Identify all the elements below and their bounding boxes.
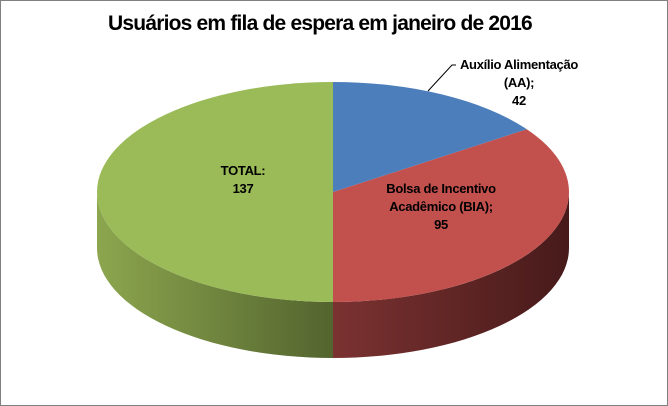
pie-side-total	[97, 192, 333, 358]
pie-slice-aa	[333, 82, 527, 192]
aa-leader-line	[427, 64, 456, 92]
chart-title: Usuários em fila de espera em janeiro de…	[108, 12, 533, 35]
pie-slice-total	[97, 82, 333, 302]
label-bia-slice: Bolsa de Incentivo Acadêmico (BIA); 95	[386, 181, 496, 232]
label-total-slice: TOTAL: 137	[220, 163, 266, 196]
pie-side-bia	[333, 192, 569, 358]
pie-slice-bia	[333, 129, 569, 302]
label-aa-slice: Auxílio Alimentação (AA); 42	[459, 57, 579, 108]
